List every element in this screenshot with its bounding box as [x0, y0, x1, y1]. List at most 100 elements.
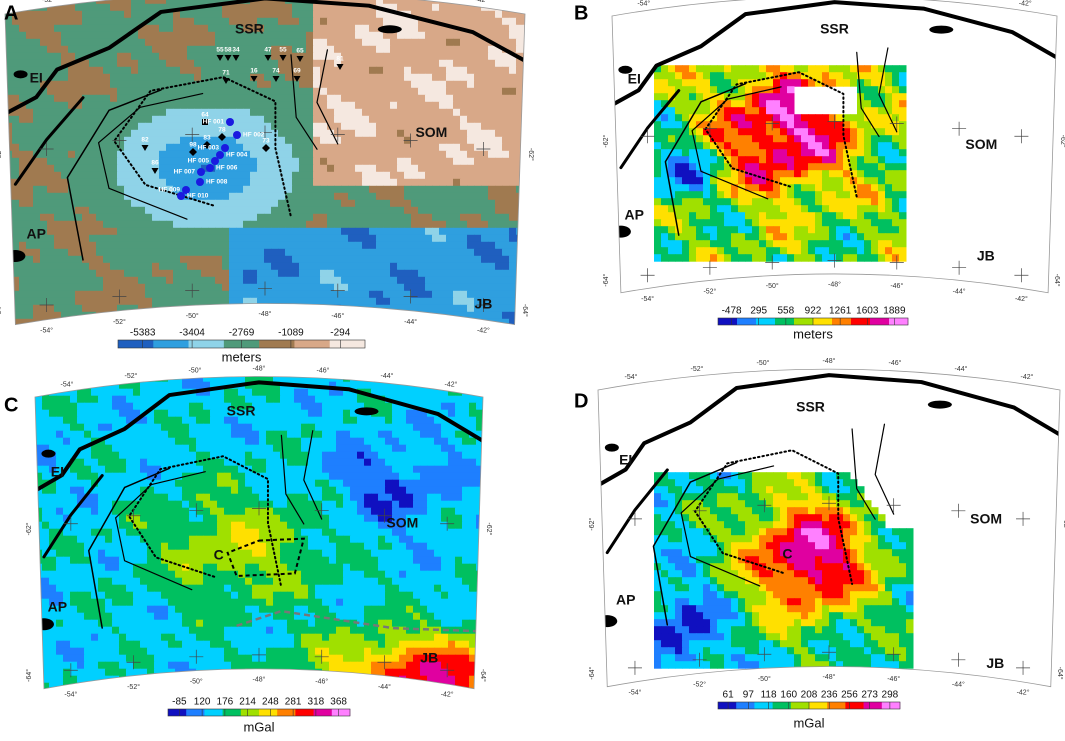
map-cell: [117, 283, 125, 292]
map-cell: [703, 93, 711, 101]
map-cell: [138, 24, 146, 33]
map-cell: [75, 17, 83, 26]
map-cell: [836, 240, 844, 248]
map-cell: [355, 38, 363, 47]
map-cell: [292, 199, 300, 208]
map-cell: [187, 276, 195, 285]
map-cell: [523, 318, 525, 325]
map-cell: [453, 255, 461, 264]
map-cell: [208, 136, 216, 145]
map-cell: [271, 94, 279, 103]
map-cell: [341, 108, 349, 117]
map-cell: [89, 276, 97, 285]
map-cell: [871, 121, 879, 129]
map-cell: [327, 262, 335, 271]
map-cell: [878, 100, 886, 108]
map-cell: [843, 198, 851, 206]
map-cell: [35, 381, 43, 390]
map-cell: [243, 24, 251, 33]
map-cell: [131, 276, 139, 285]
map-cell: [96, 199, 104, 208]
map-cell: [278, 157, 286, 166]
map-cell: [460, 3, 468, 12]
map-cell: [397, 297, 405, 306]
map-cell: [439, 157, 447, 166]
map-cell: [523, 227, 525, 236]
map-cell: [453, 171, 461, 180]
map-cell: [516, 150, 524, 159]
map-cell: [502, 136, 510, 145]
map-cell: [661, 163, 669, 171]
map-cell: [35, 376, 43, 383]
map-cell: [159, 143, 167, 152]
map-cell: [103, 87, 111, 96]
map-cell: [341, 10, 349, 19]
map-cell: [864, 191, 872, 199]
map-cell: [306, 304, 314, 313]
map-cell: [738, 121, 746, 129]
map-cell: [481, 150, 489, 159]
map-cell: [40, 136, 48, 145]
map-cell: [822, 191, 830, 199]
map-cell: [250, 297, 258, 306]
map-cell: [40, 304, 48, 313]
map-cell: [411, 94, 419, 103]
map-cell: [110, 213, 118, 222]
map-cell: [110, 220, 118, 229]
map-cell: [362, 227, 370, 236]
map-cell: [460, 220, 468, 229]
map-cell: [320, 297, 328, 306]
map-cell: [166, 227, 174, 236]
map-cell: [348, 143, 356, 152]
map-cell: [320, 108, 328, 117]
map-cell: [145, 290, 153, 299]
map-cell: [696, 86, 704, 94]
map-cell: [138, 80, 146, 89]
map-cell: [675, 198, 683, 206]
map-cell: [488, 3, 496, 12]
map-cell: [780, 233, 788, 241]
map-cell: [54, 220, 62, 229]
map-cell: [668, 142, 676, 150]
map-cell: [222, 311, 230, 320]
map-cell: [432, 283, 440, 292]
map-cell: [446, 101, 454, 110]
map-cell: [236, 262, 244, 271]
map-cell: [278, 192, 286, 201]
map-cell: [502, 255, 510, 264]
map-cell: [103, 0, 111, 5]
map-cell: [738, 149, 746, 157]
map-cell: [843, 114, 851, 122]
map-cell: [348, 66, 356, 75]
map-cell: [425, 269, 433, 278]
map-cell: [794, 79, 802, 87]
map-cell: [474, 255, 482, 264]
map-cell: [299, 227, 307, 236]
map-cell: [509, 290, 517, 299]
map-cell: [201, 290, 209, 299]
map-cell: [313, 297, 321, 306]
map-cell: [75, 241, 83, 250]
map-cell: [243, 290, 251, 299]
map-cell: [885, 79, 893, 87]
map-cell: [432, 66, 440, 75]
map-cell: [124, 17, 132, 26]
map-cell: [425, 297, 433, 306]
map-cell: [320, 3, 328, 12]
map-cell: [40, 262, 48, 271]
map-cell: [215, 66, 223, 75]
map-cell: [75, 31, 83, 40]
map-cell: [26, 213, 34, 222]
map-cell: [738, 65, 746, 73]
map-cell: [717, 240, 725, 248]
map-cell: [327, 150, 335, 159]
map-cell: [376, 10, 384, 19]
map-cell: [54, 143, 62, 152]
map-cell: [661, 170, 669, 178]
map-cell: [432, 73, 440, 82]
map-cell: [320, 10, 328, 19]
map-cell: [878, 149, 886, 157]
map-cell: [474, 115, 482, 124]
map-cell: [264, 276, 272, 285]
map-cell: [250, 185, 258, 194]
